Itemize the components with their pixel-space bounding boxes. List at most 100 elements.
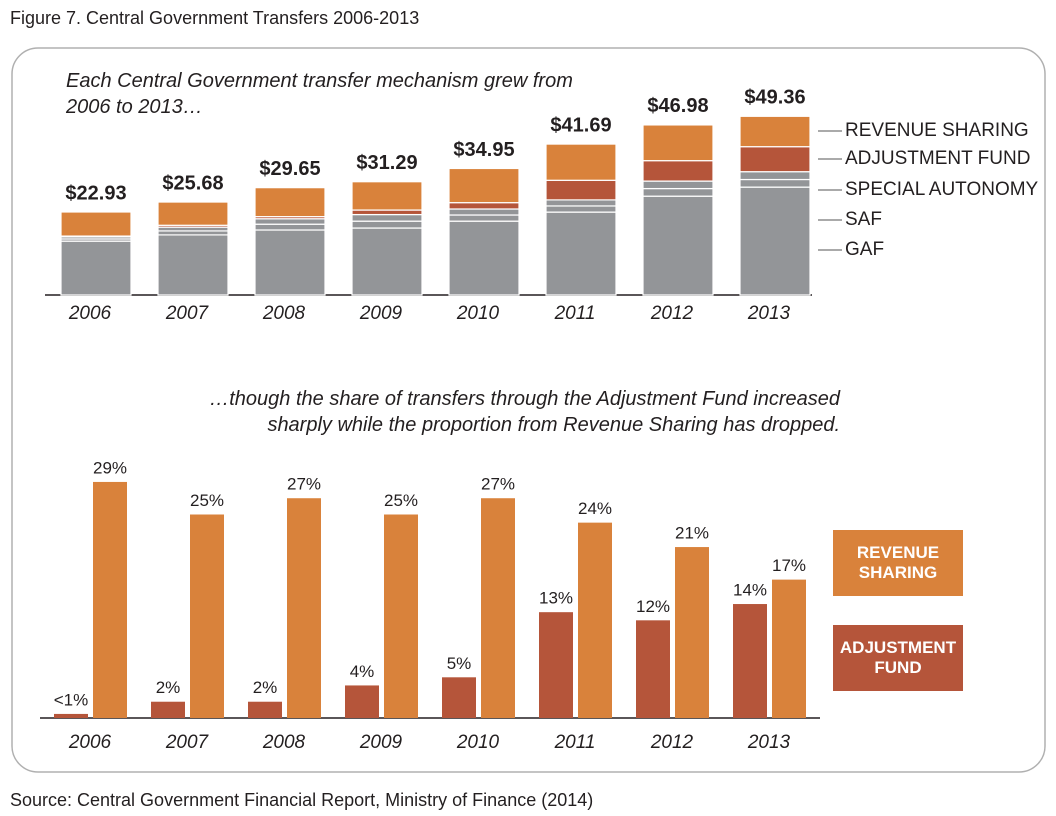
bar-segment [448,202,520,210]
total-label: $25.68 [162,172,223,194]
total-label: $49.36 [744,87,805,109]
total-label: $46.98 [647,95,708,117]
bar [151,701,185,718]
value-label: 25% [190,491,224,510]
legend-label: GAF [845,239,884,260]
bar [345,685,379,718]
x-tick-label: 2010 [456,732,500,753]
frame [11,47,1046,773]
bar-segment [642,124,714,162]
bar-segment [642,160,714,182]
bar-segment [254,218,326,225]
x-tick-label: 2009 [359,732,403,753]
value-label: 12% [636,597,670,616]
total-label: $29.65 [259,158,320,180]
bar-segment [157,201,229,226]
legend-label: SAF [845,209,882,230]
bar [54,713,88,718]
bar-segment [351,181,423,211]
x-tick-label: 2007 [165,303,210,324]
bar [481,498,515,718]
bar-segment [60,211,132,237]
x-tick-label: 2007 [165,732,210,753]
value-label: 27% [481,475,515,494]
value-label: 27% [287,475,321,494]
bar [578,522,612,718]
total-label: $41.69 [550,114,611,136]
bar [190,514,224,718]
bar [772,579,806,718]
top-subtitle: Each Central Government transfer mechani… [66,70,573,118]
bar-segment [448,214,520,222]
bar-segment [545,205,617,213]
value-label: 17% [772,556,806,575]
bar-segment [254,187,326,218]
bar [675,547,709,718]
bar-segment [739,178,811,188]
x-tick-label: 2011 [554,732,596,753]
bar-segment [545,211,617,296]
figure-title: Figure 7. Central Government Transfers 2… [10,8,420,28]
bar [93,481,127,718]
x-tick-label: 2008 [262,303,306,324]
bar [733,604,767,718]
bar-segment [545,199,617,207]
bar [287,498,321,718]
x-tick-label: 2013 [747,303,791,324]
x-tick-label: 2013 [747,732,791,753]
bar-segment [351,213,423,222]
source: Source: Central Government Financial Rep… [10,790,594,810]
x-tick-label: 2009 [359,303,403,324]
bar-segment [739,146,811,173]
bar-segment [739,171,811,181]
bar-segment [545,179,617,201]
value-label: 24% [578,499,612,518]
bar-segment [448,220,520,296]
value-label: 21% [675,524,709,543]
legend-box: REVENUE SHARING [833,530,963,596]
value-label: 25% [384,491,418,510]
x-tick-label: 2010 [456,303,500,324]
value-label: 2% [253,678,278,697]
value-label: 5% [447,654,472,673]
bar-segment [448,208,520,216]
bar-segment [545,143,617,181]
total-label: $34.95 [453,139,514,161]
bar [442,677,476,718]
value-label: 13% [539,589,573,608]
bar [539,612,573,718]
x-tick-label: 2012 [650,732,694,753]
total-label: $31.29 [356,152,417,174]
bar-segment [448,167,520,204]
value-label: 29% [93,458,127,477]
value-label: 14% [733,581,767,600]
legend-box: ADJUSTMENT FUND [833,625,963,691]
bar-segment [254,223,326,231]
bar-segment [157,234,229,296]
bar [636,620,670,718]
value-label: <1% [54,690,89,709]
legend-label: REVENUE SHARING [845,120,1029,141]
bar-segment [351,227,423,296]
bar-segment [254,229,326,296]
x-tick-label: 2006 [68,303,112,324]
x-tick-label: 2008 [262,732,306,753]
bar-segment [351,220,423,229]
x-tick-label: 2006 [68,732,112,753]
bar-segment [739,115,811,148]
legend-label: ADJUSTMENT FUND [845,148,1030,169]
total-label: $22.93 [65,182,126,204]
bar [384,514,418,718]
bar-segment [739,186,811,296]
bar-segment [642,195,714,296]
x-tick-label: 2012 [650,303,694,324]
bar-segment [351,209,423,216]
bar-segment [642,187,714,197]
bar-segment [642,180,714,190]
bar [248,701,282,718]
x-tick-label: 2011 [554,303,596,324]
value-label: 4% [350,662,375,681]
legend-label: SPECIAL AUTONOMY [845,179,1039,200]
